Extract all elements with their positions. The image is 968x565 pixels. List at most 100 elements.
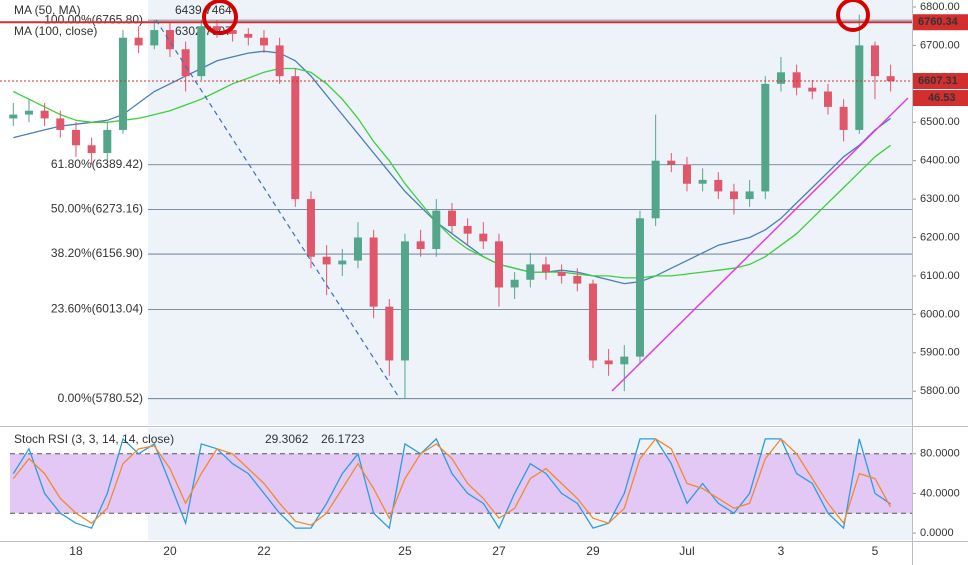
y-tick-label: 80.0000 xyxy=(920,448,960,460)
candle-body xyxy=(24,110,33,115)
x-tick-label: Jul xyxy=(679,544,694,558)
candle-body xyxy=(416,241,425,250)
candle-body xyxy=(71,129,80,146)
candle-body xyxy=(870,45,879,77)
candle-body xyxy=(510,279,519,288)
candle-body xyxy=(682,164,691,184)
candle-body xyxy=(463,225,472,234)
candle-body xyxy=(761,83,770,192)
y-tick-label: 6300.00 xyxy=(920,193,960,205)
candle-body xyxy=(729,191,738,200)
y-tick-label: 6500.00 xyxy=(920,116,960,128)
candle-body xyxy=(228,30,237,34)
candle-body xyxy=(808,87,817,92)
candle-body xyxy=(557,272,566,276)
candle-body xyxy=(197,26,206,77)
candle-body xyxy=(667,160,676,165)
y-tick-label: 5900.00 xyxy=(920,347,960,359)
fib-label: 61.80%(6389.42) xyxy=(51,157,143,171)
candle-body xyxy=(338,260,347,265)
x-tick-label: 20 xyxy=(163,544,177,558)
moving-average xyxy=(13,67,891,279)
legend-value: 29.3062 xyxy=(265,432,309,446)
candle-body xyxy=(839,106,848,130)
candle-body xyxy=(181,49,190,77)
legend-ma50: MA (50, MA) xyxy=(14,3,81,17)
candle-body xyxy=(291,76,300,200)
candle-body xyxy=(855,45,864,130)
candle-body xyxy=(9,114,18,119)
candle-body xyxy=(165,30,174,50)
stoch-line xyxy=(12,437,892,526)
fib-label: 0.00%(5780.52) xyxy=(58,391,143,405)
indicator-title: Stoch RSI (3, 3, 14, 14, close) xyxy=(14,432,174,446)
y-tick-label: 6800.00 xyxy=(920,1,960,13)
candle-body xyxy=(698,179,707,184)
candle-body xyxy=(400,241,409,361)
candle-body xyxy=(776,72,785,84)
candle-body xyxy=(118,37,127,130)
y-tick-label: 6200.00 xyxy=(920,231,960,243)
candle-body xyxy=(150,30,159,46)
y-tick-label: 6700.00 xyxy=(920,39,960,51)
y-tick-label: 6400.00 xyxy=(920,155,960,167)
candle-body xyxy=(823,91,832,107)
candle-body xyxy=(212,26,221,31)
x-tick-label: 22 xyxy=(257,544,271,558)
x-tick-label: 27 xyxy=(492,544,506,558)
x-tick-label: 29 xyxy=(586,544,600,558)
band xyxy=(10,453,912,514)
candle-body xyxy=(526,264,535,280)
candle-body xyxy=(353,237,362,261)
candle-body xyxy=(447,210,456,226)
candle-body xyxy=(103,129,112,153)
x-tick-label: 18 xyxy=(69,544,83,558)
candle-body xyxy=(886,76,895,82)
candle-body xyxy=(432,210,441,250)
price-label: 6607.31 xyxy=(918,75,958,87)
candle-body xyxy=(573,275,582,284)
x-tick-label: 3 xyxy=(778,544,785,558)
legend-ma100: MA (100, close) xyxy=(14,24,97,38)
candle-body xyxy=(40,110,49,119)
fib-label: 23.60%(6013.04) xyxy=(51,302,143,316)
candle-body xyxy=(714,179,723,192)
candle-body xyxy=(494,241,503,288)
candle-body xyxy=(87,145,96,153)
price-label: 6760.34 xyxy=(918,16,959,28)
candle-body xyxy=(244,33,253,38)
price-label-box xyxy=(913,14,968,31)
candle-body xyxy=(479,233,488,242)
legend-value: 26.1723 xyxy=(321,432,365,446)
candle-body xyxy=(322,256,331,265)
candle-body xyxy=(306,199,315,257)
price-label-box xyxy=(913,73,968,90)
candle-body xyxy=(259,37,268,46)
y-tick-label: 5800.00 xyxy=(920,385,960,397)
countdown: 46.53 xyxy=(928,92,956,104)
candle-body xyxy=(792,72,801,88)
y-tick-label: 6100.00 xyxy=(920,270,960,282)
y-tick-label: 6000.00 xyxy=(920,308,960,320)
candle-body xyxy=(369,237,378,307)
trend-line-dashed xyxy=(155,19,401,400)
candle-body xyxy=(385,306,394,361)
candle-body xyxy=(604,360,613,365)
candle-body xyxy=(620,356,629,365)
candle-body xyxy=(651,160,660,219)
highlight-circle xyxy=(202,0,238,35)
candle-body xyxy=(134,37,143,46)
stoch-line xyxy=(12,437,891,530)
x-tick-label: 5 xyxy=(872,544,879,558)
fib-label: 50.00%(6273.16) xyxy=(51,202,143,216)
candle-body xyxy=(745,191,754,200)
selected-range xyxy=(148,0,912,425)
fib-label: 38.20%(6156.90) xyxy=(51,246,143,260)
y-tick-label: 40.0000 xyxy=(920,487,960,499)
highlight-circle xyxy=(836,0,870,32)
x-tick-label: 25 xyxy=(398,544,412,558)
candle-body xyxy=(56,118,65,130)
trend-line xyxy=(611,97,909,392)
